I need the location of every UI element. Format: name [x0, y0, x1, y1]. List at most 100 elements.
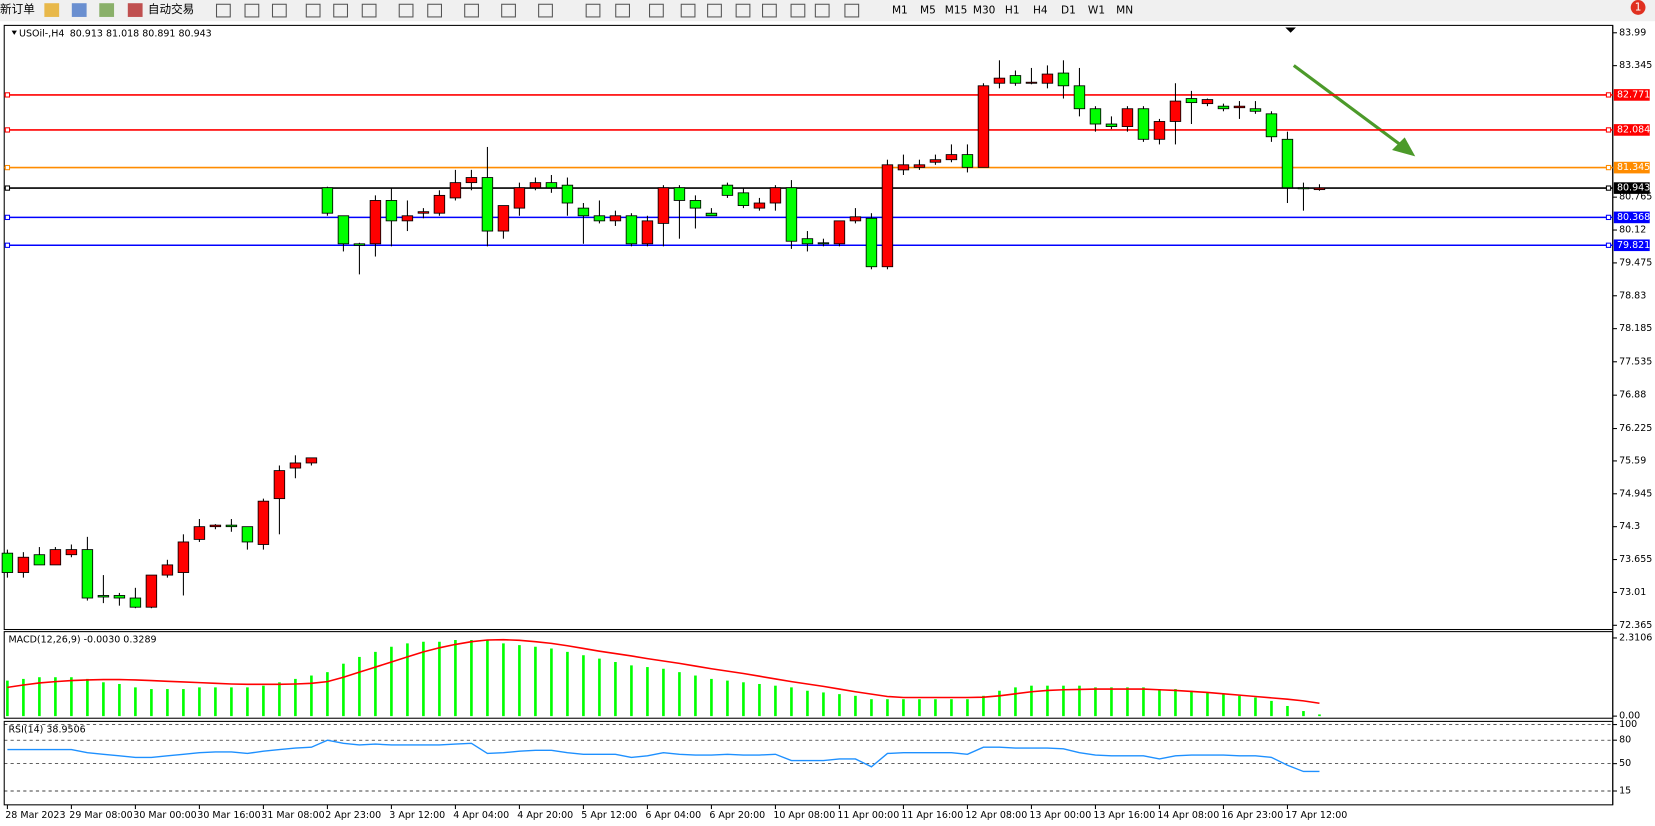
tool-icon[interactable] [790, 3, 806, 18]
x-tick-label: 13 Apr 16:00 [1093, 810, 1155, 821]
timeframe[interactable]: MN [1116, 5, 1133, 17]
timeframe[interactable]: D1 [1061, 5, 1076, 17]
price-frame [3, 24, 1614, 631]
candle-body [385, 200, 398, 222]
candle-body [241, 526, 254, 543]
candle-body [753, 202, 766, 209]
level-end [4, 127, 11, 133]
candle-body [1137, 108, 1150, 140]
x-tick-label: 31 Mar 08:00 [261, 810, 324, 821]
tool-icon[interactable] [361, 3, 377, 18]
icon[interactable] [44, 3, 60, 17]
candle-body [769, 187, 782, 204]
candle-body [1185, 98, 1198, 104]
tool-icon[interactable] [585, 3, 601, 18]
candle-body [1073, 85, 1086, 110]
candle-body [913, 164, 926, 168]
level-label: 81.345 [1617, 162, 1650, 173]
candle-body [465, 177, 478, 184]
y-tick-label: 80.12 [1619, 225, 1646, 236]
x-tick-label: 30 Mar 16:00 [197, 810, 260, 821]
candle-body [849, 216, 862, 222]
y-tick-label: 74.3 [1619, 521, 1640, 532]
candle-body [1041, 73, 1054, 84]
tool-icon[interactable] [735, 3, 751, 18]
tool-icon[interactable] [464, 3, 479, 18]
tool-icon[interactable] [538, 3, 553, 18]
tool-icon[interactable] [844, 3, 860, 18]
tool-icon[interactable] [333, 3, 349, 18]
candle-body [785, 187, 798, 242]
candle-body [209, 524, 222, 528]
candle-body [449, 182, 462, 199]
tool-icon[interactable] [814, 3, 830, 18]
tool-icon[interactable] [398, 3, 414, 18]
tool-icon[interactable] [762, 3, 777, 18]
y-tick-label: 72.365 [1619, 620, 1652, 631]
x-tick-label: 14 Apr 08:00 [1157, 810, 1219, 821]
symbol-marker [11, 30, 17, 35]
level-end [4, 92, 11, 98]
y-tick-label: 100 [1619, 719, 1637, 730]
candle-body [337, 215, 350, 245]
level-label: 82.771 [1617, 89, 1650, 100]
auto-trading[interactable]: 自动交易 [148, 2, 194, 16]
ohlc: 80.913 81.018 80.891 80.943 [70, 28, 212, 39]
y-tick-label: 83.99 [1619, 27, 1646, 38]
level-label: 79.821 [1617, 240, 1650, 251]
candle-body [481, 177, 494, 232]
tool-icon[interactable] [501, 3, 516, 18]
toolbar-bg [0, 0, 1655, 22]
candle-body [897, 164, 910, 171]
tool-icon[interactable] [271, 3, 287, 18]
x-tick-label: 4 Apr 20:00 [517, 810, 573, 821]
candle-body [65, 549, 78, 556]
candle-body [177, 541, 190, 573]
timeframe[interactable]: H4 [1033, 5, 1048, 17]
candle-body [929, 159, 942, 163]
y-tick-label: 78.83 [1619, 290, 1646, 301]
candle-body [1281, 138, 1294, 189]
candle-body [625, 215, 638, 245]
tool-icon[interactable] [305, 3, 321, 18]
tool-icon[interactable] [615, 3, 630, 18]
level-label: 82.084 [1617, 124, 1650, 135]
tool-icon[interactable] [427, 3, 443, 18]
level-label-bg [1613, 161, 1650, 174]
timeframe[interactable]: M30 [973, 5, 996, 17]
notification-count: 1 [1635, 1, 1642, 13]
candle-body [113, 595, 126, 599]
candle-body [513, 187, 526, 209]
tool-icon[interactable] [707, 3, 722, 18]
notification-badge[interactable] [1630, 0, 1646, 15]
tool-icon[interactable] [244, 3, 260, 18]
candle-body [321, 187, 334, 214]
timeframe[interactable]: H1 [1005, 5, 1020, 17]
candle-body [1, 552, 14, 573]
candle-body [161, 564, 174, 576]
candle-body [945, 154, 958, 161]
timeframe[interactable]: M1 [892, 5, 908, 17]
candle-body [49, 549, 62, 566]
y-tick-label: 50 [1619, 758, 1631, 769]
new-order[interactable]: 新订单 [0, 2, 35, 16]
x-tick-label: 30 Mar 00:00 [133, 810, 196, 821]
tool-icon[interactable] [680, 3, 696, 18]
candle-body [193, 526, 206, 540]
icon[interactable] [127, 3, 143, 17]
timeframe[interactable]: M5 [920, 5, 936, 17]
candle-body [689, 200, 702, 209]
level-end [1605, 185, 1612, 191]
timeframe[interactable]: W1 [1088, 5, 1105, 17]
tool-icon[interactable] [215, 3, 231, 18]
level-label: 80.943 [1617, 183, 1650, 194]
shift-marker [1285, 27, 1296, 33]
icon[interactable] [99, 3, 115, 17]
y-tick-label: 74.945 [1619, 488, 1652, 499]
level-end [4, 242, 11, 248]
timeframe[interactable]: M15 [945, 5, 968, 17]
y-tick-label: 80 [1619, 735, 1631, 746]
icon[interactable] [71, 3, 87, 17]
rsi-line [7, 739, 1320, 773]
tool-icon[interactable] [649, 3, 664, 18]
